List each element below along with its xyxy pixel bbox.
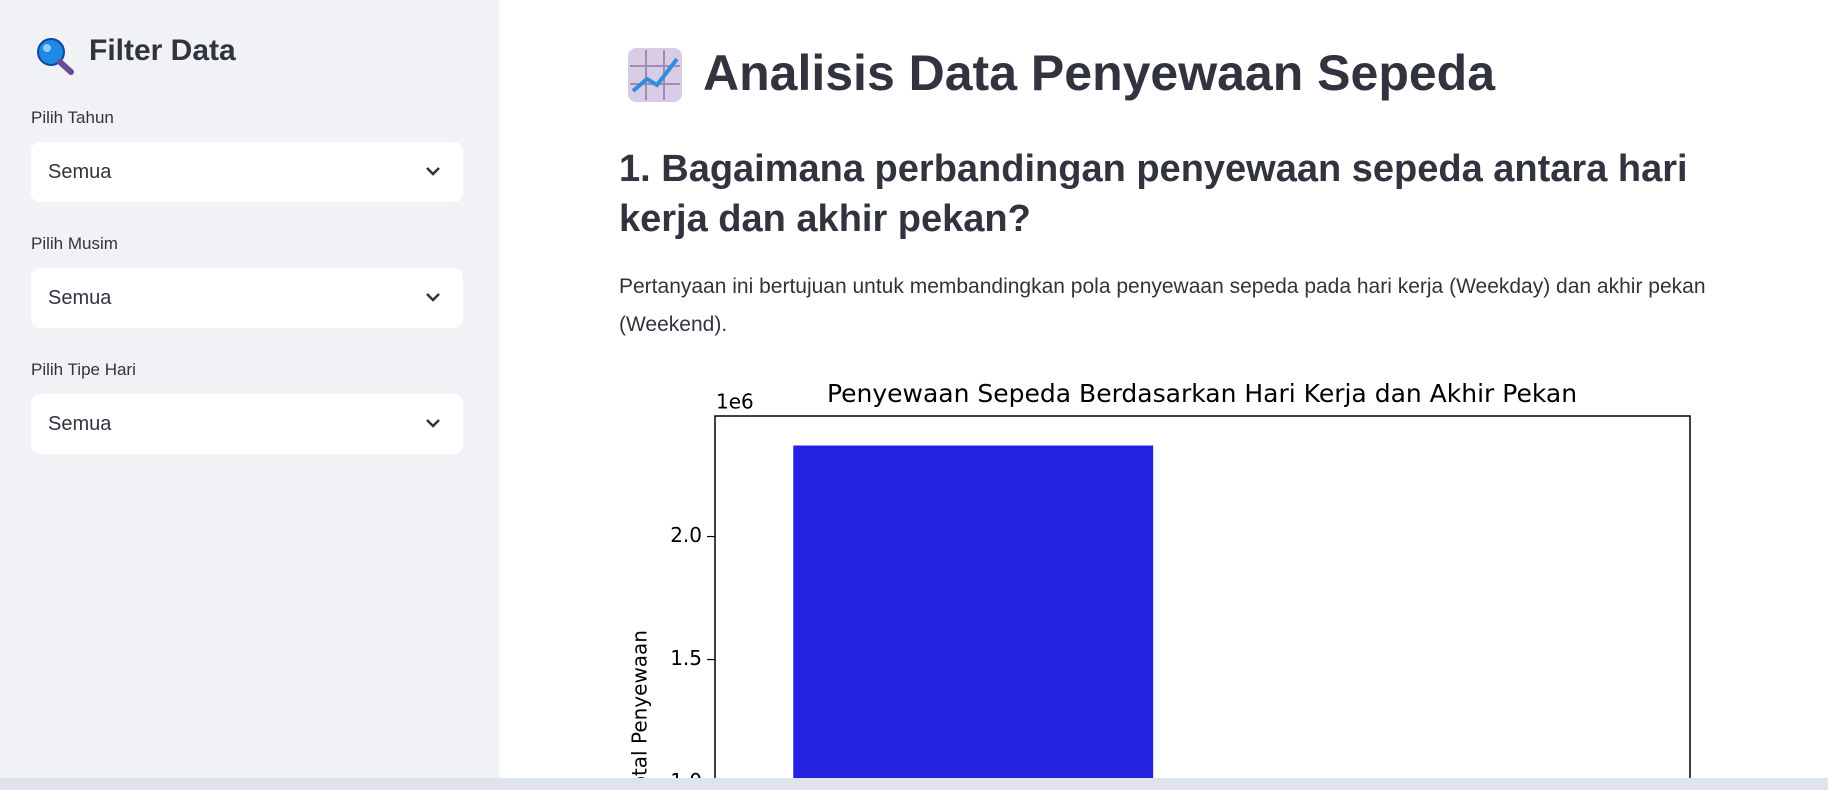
filter-label: Pilih Musim: [31, 234, 118, 253]
filter-label: Pilih Tipe Hari: [31, 360, 136, 379]
select-box[interactable]: Semua: [31, 142, 463, 202]
y-axis-label: Total Penyewaan: [628, 630, 652, 778]
axis-offset: 1e6: [716, 390, 754, 414]
y-tick-label: 1.0: [670, 769, 702, 778]
filter-label: Pilih Tahun: [31, 108, 114, 127]
select-value: Semua: [48, 161, 112, 183]
select-value: Semua: [48, 287, 112, 309]
select-box[interactable]: Semua: [31, 394, 463, 454]
sidebar-title: Filter Data: [89, 34, 236, 67]
chevron: [426, 293, 440, 302]
select-value: Semua: [48, 413, 112, 435]
sidebar: Filter Data Pilih Tahun Semua Pilih Musi…: [0, 0, 499, 778]
chart-title: Penyewaan Sepeda Berdasarkan Hari Kerja …: [827, 379, 1577, 408]
chevron: [426, 167, 440, 176]
chart-icon: [628, 48, 682, 102]
description: Pertanyaan ini bertujuan untuk membandin…: [619, 275, 1706, 336]
page-title: Analisis Data Penyewaan Sepeda: [703, 45, 1496, 101]
y-tick-label: 2.0: [670, 523, 702, 547]
search-icon: [37, 38, 74, 75]
bar: [793, 445, 1154, 778]
y-tick-label: 1.5: [670, 646, 702, 670]
section-heading: 1. Bagaimana perbandingan penyewaan sepe…: [619, 148, 1688, 240]
plot-frame: [714, 415, 1691, 778]
select-box[interactable]: Semua: [31, 268, 463, 328]
chevron: [426, 419, 440, 428]
